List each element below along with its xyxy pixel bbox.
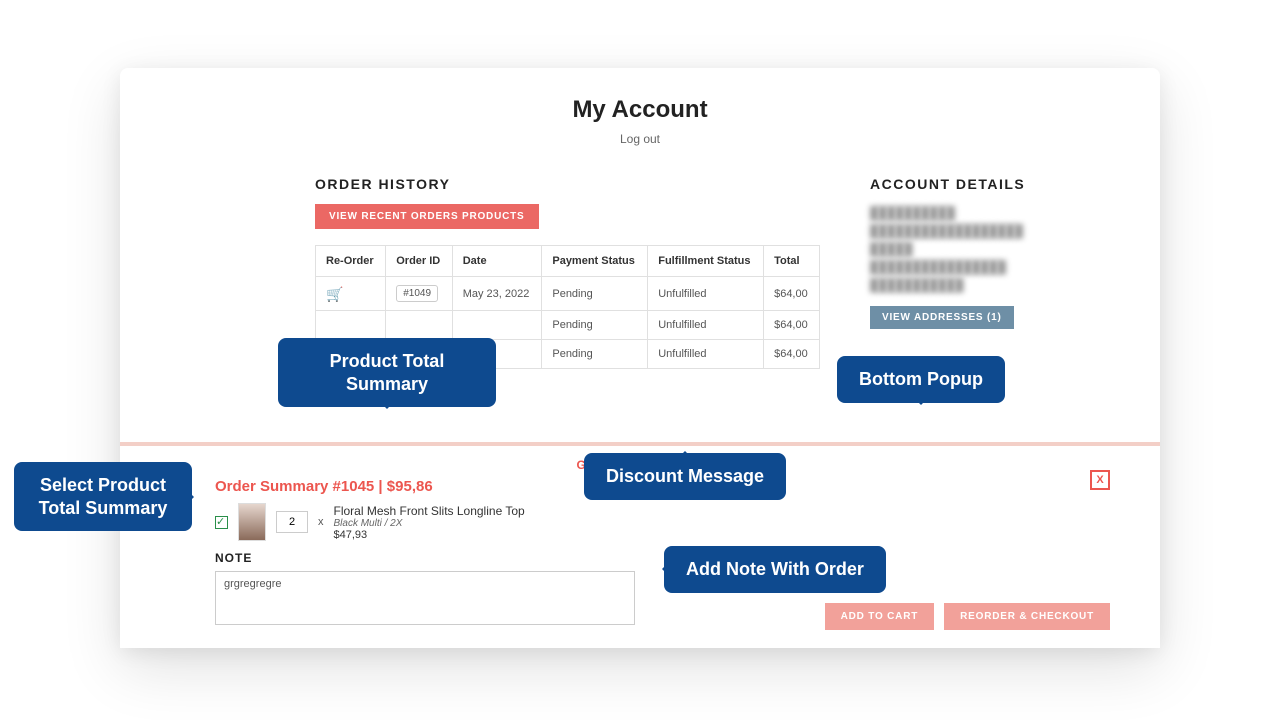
total-cell: $64,00 <box>764 277 820 311</box>
product-name: Floral Mesh Front Slits Longline Top <box>334 504 525 518</box>
col-orderid: Order ID <box>386 246 452 277</box>
product-row: x Floral Mesh Front Slits Longline Top B… <box>215 503 1110 541</box>
col-payment: Payment Status <box>542 246 648 277</box>
callout-add-note: Add Note With Order <box>664 546 886 593</box>
payment-cell: Pending <box>542 277 648 311</box>
fulfillment-cell: Unfulfilled <box>648 277 764 311</box>
col-fulfillment: Fulfillment Status <box>648 246 764 277</box>
table-row: Pending Unfulfilled $64,00 <box>316 311 820 340</box>
table-row: #1049 May 23, 2022 Pending Unfulfilled $… <box>316 277 820 311</box>
logout-link[interactable]: Log out <box>120 132 1160 146</box>
order-history-heading: ORDER HISTORY <box>315 176 820 192</box>
product-variant: Black Multi / 2X <box>334 518 525 529</box>
account-details-section: ACCOUNT DETAILS ████████████████████████… <box>870 176 1110 369</box>
payment-cell: Pending <box>542 340 648 369</box>
callout-bottom-popup: Bottom Popup <box>837 356 1005 403</box>
date-cell: May 23, 2022 <box>452 277 542 311</box>
account-details-heading: ACCOUNT DETAILS <box>870 176 1110 192</box>
account-card: My Account Log out ORDER HISTORY VIEW RE… <box>120 68 1160 648</box>
view-addresses-button[interactable]: VIEW ADDRESSES (1) <box>870 306 1014 329</box>
col-total: Total <box>764 246 820 277</box>
blurred-address: ████████████████████████████████████████… <box>870 204 1110 294</box>
product-checkbox[interactable] <box>215 516 228 529</box>
col-date: Date <box>452 246 542 277</box>
product-price: $47,93 <box>334 529 525 541</box>
page-title: My Account <box>120 68 1160 124</box>
reorder-checkout-button[interactable]: REORDER & CHECKOUT <box>944 603 1110 630</box>
callout-product-total: Product Total Summary <box>278 338 496 407</box>
close-popup-button[interactable]: X <box>1090 470 1110 490</box>
qty-separator: x <box>318 516 324 528</box>
view-recent-orders-button[interactable]: VIEW RECENT ORDERS PRODUCTS <box>315 204 539 229</box>
quantity-input[interactable] <box>276 511 308 533</box>
callout-discount-message: Discount Message <box>584 453 786 500</box>
col-reorder: Re-Order <box>316 246 386 277</box>
popup-actions: ADD TO CART REORDER & CHECKOUT <box>825 603 1110 630</box>
product-info: Floral Mesh Front Slits Longline Top Bla… <box>334 504 525 541</box>
note-textarea[interactable] <box>215 571 635 625</box>
payment-cell: Pending <box>542 311 648 340</box>
fulfillment-cell: Unfulfilled <box>648 340 764 369</box>
fulfillment-cell: Unfulfilled <box>648 311 764 340</box>
total-cell: $64,00 <box>764 340 820 369</box>
reorder-cell[interactable] <box>316 277 386 311</box>
product-thumbnail[interactable] <box>238 503 266 541</box>
add-to-cart-button[interactable]: ADD TO CART <box>825 603 935 630</box>
total-cell: $64,00 <box>764 311 820 340</box>
order-id-link[interactable]: #1049 <box>396 285 438 302</box>
callout-select-product: Select Product Total Summary <box>14 462 192 531</box>
content: ORDER HISTORY VIEW RECENT ORDERS PRODUCT… <box>120 146 1160 369</box>
cart-icon[interactable] <box>326 286 346 302</box>
